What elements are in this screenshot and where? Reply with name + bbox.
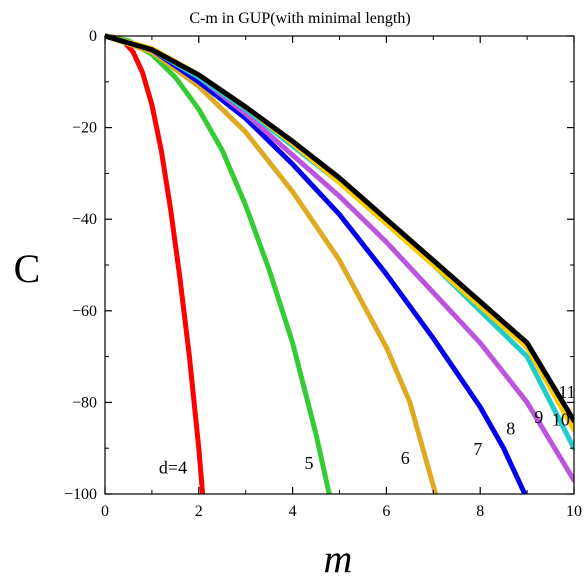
x-tick-label-4: 8 bbox=[476, 503, 484, 520]
y-tick-label-1: −20 bbox=[72, 120, 97, 137]
x-tick-label-1: 2 bbox=[195, 503, 203, 520]
series-label-0: d=4 bbox=[159, 457, 187, 477]
y-tick-label-5: −100 bbox=[64, 486, 97, 503]
y-tick-label-4: −80 bbox=[72, 394, 97, 411]
series-label-6: 10 bbox=[552, 409, 570, 429]
chart-title: C-m in GUP(with minimal length) bbox=[189, 10, 410, 27]
series-label-5: 9 bbox=[534, 407, 543, 427]
x-tick-label-5: 10 bbox=[566, 503, 582, 520]
series-line-3 bbox=[105, 33, 528, 494]
series-line-0 bbox=[105, 33, 206, 494]
series-label-4: 8 bbox=[506, 419, 515, 439]
series-line-2 bbox=[105, 33, 439, 494]
y-axis-label: C bbox=[14, 246, 41, 291]
series-label-7: 11 bbox=[558, 382, 575, 402]
x-tick-label-0: 0 bbox=[101, 503, 109, 520]
x-tick-label-2: 4 bbox=[289, 503, 297, 520]
series-line-7 bbox=[105, 33, 574, 424]
axes-layer: 0 2 4 6 8 10 0 −20 −40 −60 −80 −100 bbox=[64, 28, 582, 520]
y-tick-label-2: −40 bbox=[72, 211, 97, 228]
y-tick-label-3: −60 bbox=[72, 303, 97, 320]
series-labels-layer: d=4 5 6 7 89 10 11 bbox=[159, 382, 576, 478]
x-axis-label: m bbox=[324, 536, 353, 579]
series-layer bbox=[105, 33, 574, 494]
y-tick-label-0: 0 bbox=[89, 28, 97, 45]
x-tick-label-3: 6 bbox=[382, 503, 390, 520]
series-label-1: 5 bbox=[305, 453, 314, 473]
series-label-2: 6 bbox=[401, 448, 410, 468]
series-label-3: 7 bbox=[473, 439, 482, 459]
